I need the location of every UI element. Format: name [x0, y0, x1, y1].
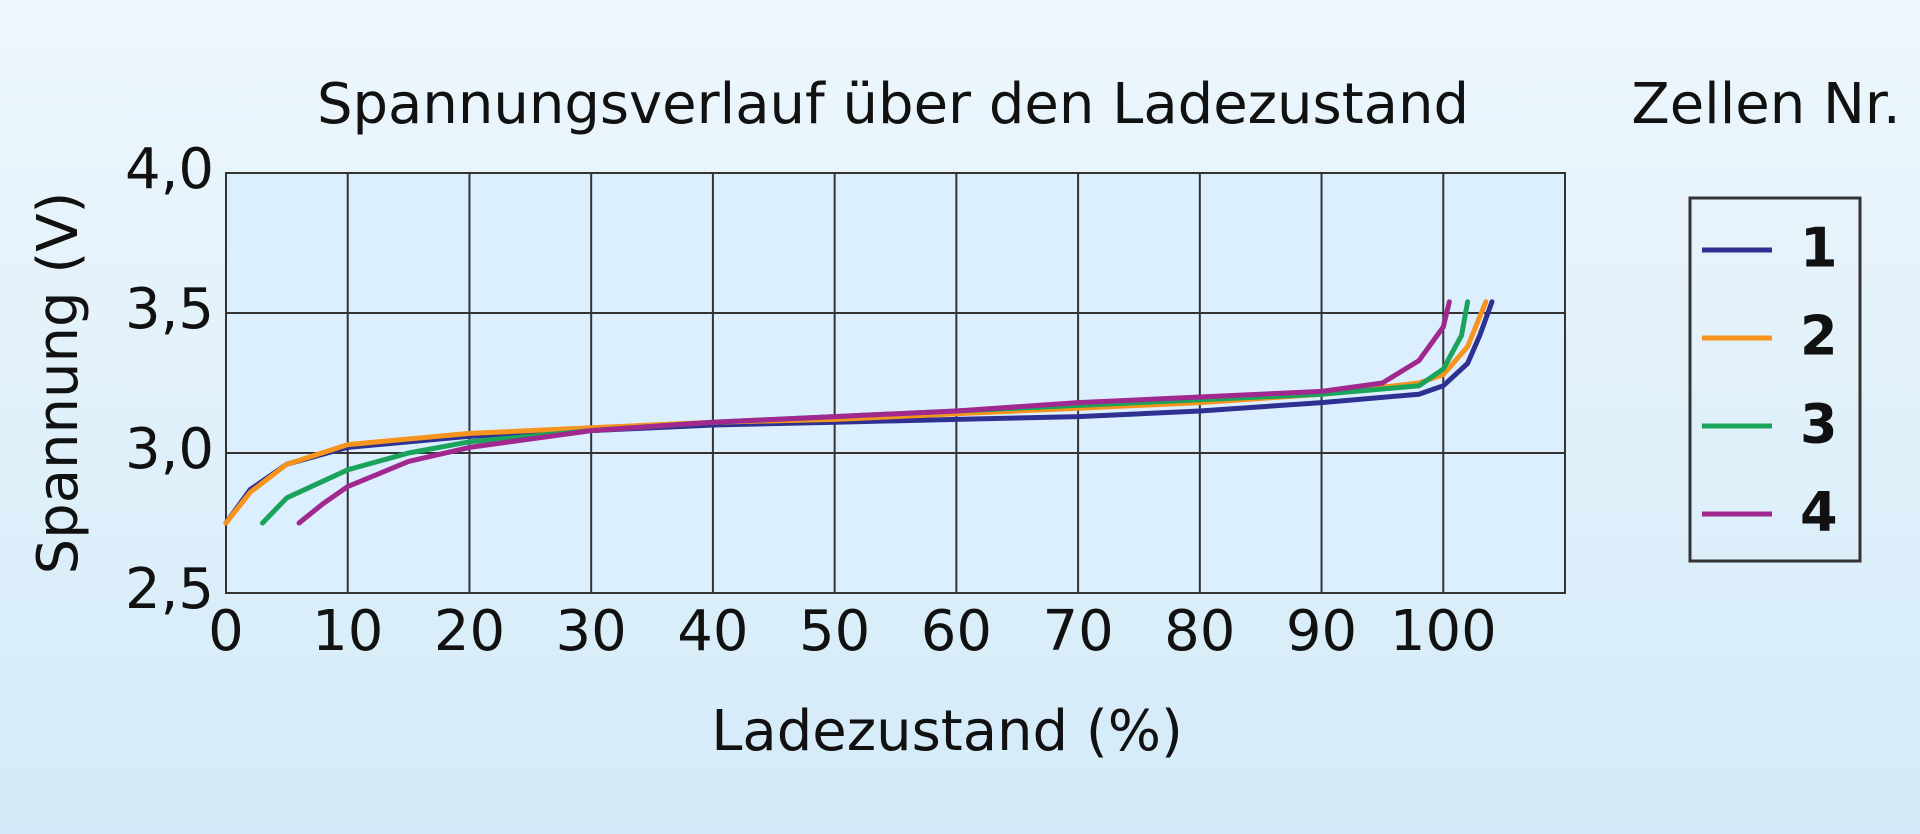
legend-label: 2 — [1800, 305, 1838, 368]
legend-title: Zellen Nr. — [1631, 72, 1900, 137]
legend-label: 4 — [1800, 481, 1838, 544]
y-tick-label: 3,0 — [125, 417, 214, 482]
y-tick-label: 2,5 — [125, 557, 214, 622]
x-tick-label: 70 — [1042, 599, 1113, 664]
x-tick-label: 30 — [556, 599, 627, 664]
x-tick-label: 0 — [208, 599, 244, 664]
x-tick-label: 80 — [1164, 599, 1235, 664]
y-tick-label: 4,0 — [125, 137, 214, 202]
x-tick-label: 10 — [312, 599, 383, 664]
y-tick-label: 3,5 — [125, 277, 214, 342]
legend-label: 1 — [1800, 217, 1838, 280]
line-series — [296, 299, 1452, 526]
legend-box — [1688, 196, 1862, 563]
x-tick-label: 90 — [1286, 599, 1357, 664]
x-tick-label: 20 — [434, 599, 505, 664]
x-tick-label: 40 — [677, 599, 748, 664]
legend-label: 3 — [1800, 393, 1838, 456]
chart-title: Spannungsverlauf über den Ladezustand — [317, 72, 1469, 137]
x-tick-label: 50 — [799, 599, 870, 664]
plot-area — [225, 172, 1566, 594]
x-tick-label: 100 — [1390, 599, 1497, 664]
y-axis-label: Spannung (V) — [26, 192, 91, 575]
x-tick-label: 60 — [921, 599, 992, 664]
x-axis-label: Ladezustand (%) — [711, 699, 1183, 764]
